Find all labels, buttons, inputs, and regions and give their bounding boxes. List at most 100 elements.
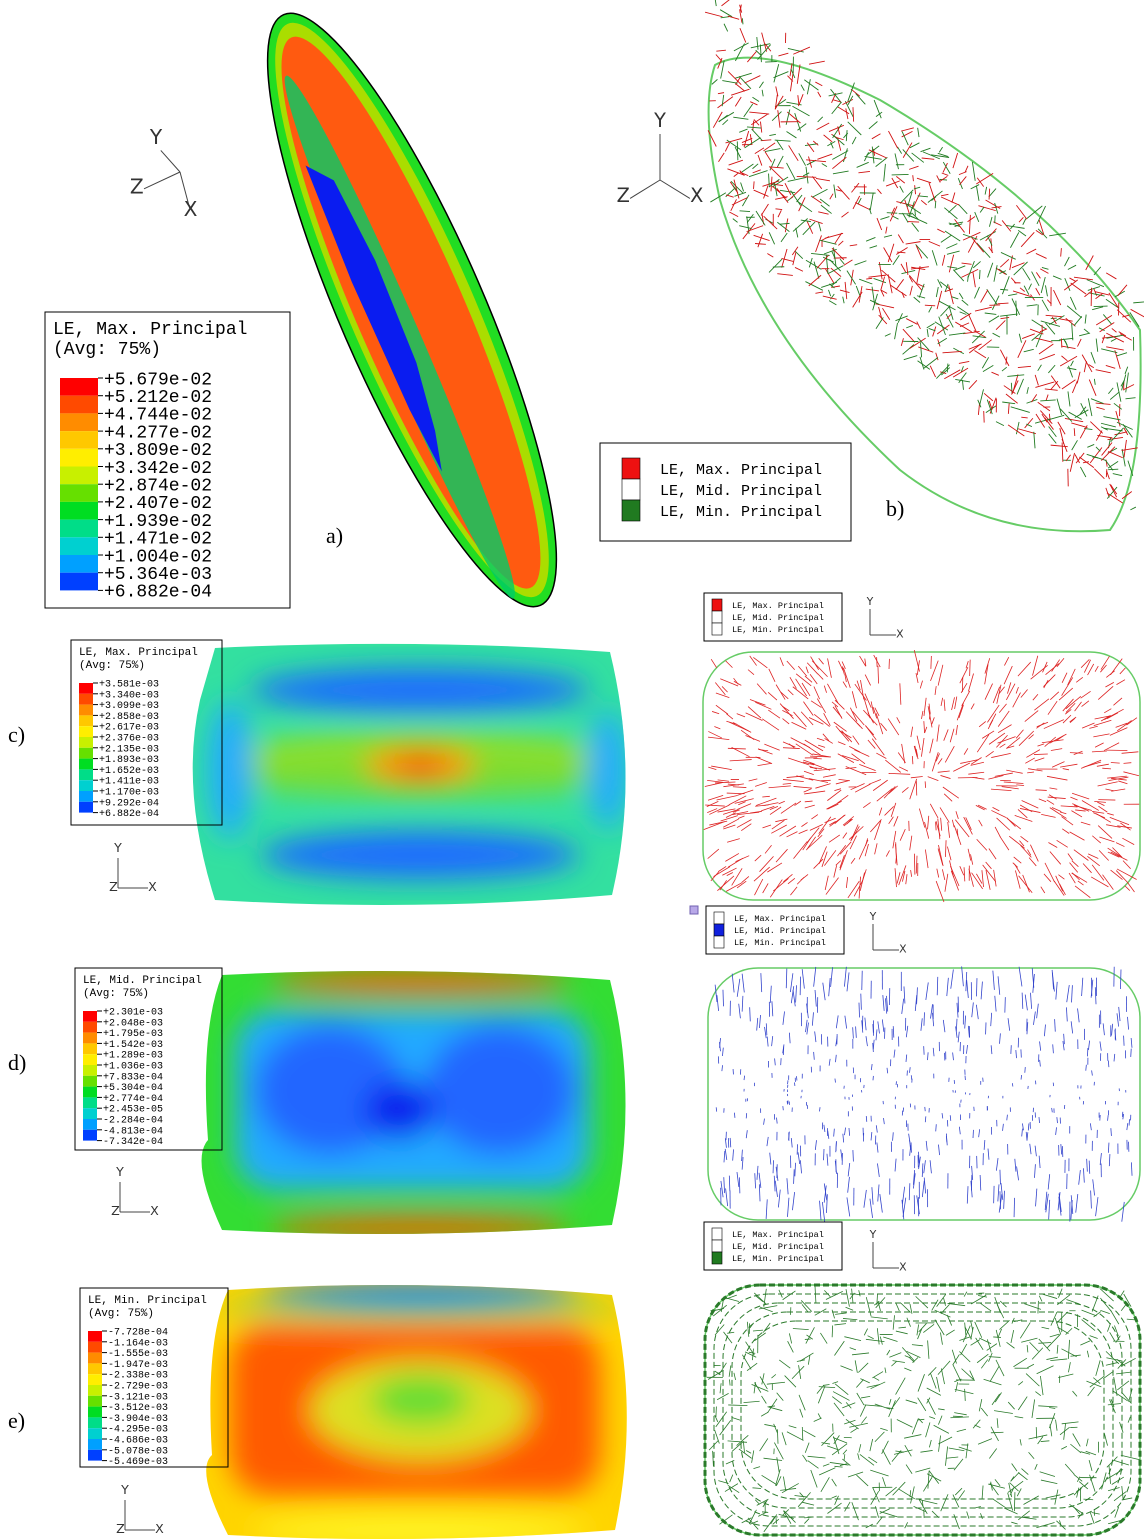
vector [946, 363, 949, 373]
vector [909, 1490, 912, 1498]
vector [999, 1191, 1001, 1210]
vector [752, 169, 761, 174]
vector [870, 1490, 880, 1505]
contour-a [266, 12, 558, 608]
legend-box [703, 1221, 843, 1271]
vector [1060, 805, 1078, 808]
vector [801, 1304, 809, 1313]
vector [1044, 388, 1058, 391]
vector [1010, 223, 1015, 230]
vector [1051, 761, 1065, 768]
legend-tick-label: +6.882e-04 [99, 809, 159, 820]
vector [1108, 1154, 1111, 1167]
legend-title: LE, Max. Principal [53, 320, 247, 340]
triad-label: Y [115, 1164, 124, 1179]
vector [726, 713, 734, 720]
vector [1038, 343, 1054, 355]
vector [749, 111, 770, 115]
vector [852, 1150, 854, 1162]
vector [747, 1517, 759, 1530]
vector [1115, 842, 1125, 847]
vector [1003, 781, 1024, 784]
vector [1073, 276, 1094, 281]
vector [788, 757, 810, 766]
vector [1018, 1510, 1030, 1521]
vector [818, 1467, 836, 1476]
vector [1072, 1390, 1078, 1397]
vector [1090, 398, 1104, 405]
vector [959, 865, 965, 876]
vector [810, 1469, 818, 1488]
vector [942, 786, 960, 799]
vector [728, 1365, 732, 1377]
legend-tick-label: +1.170e-03 [99, 788, 159, 799]
vector [800, 1160, 802, 1174]
vector [974, 350, 987, 359]
vector [875, 157, 888, 167]
vector [1070, 360, 1074, 367]
vector [1126, 1318, 1136, 1321]
vector [733, 677, 739, 685]
vector [787, 1341, 794, 1353]
vector [948, 332, 966, 336]
vector [1097, 781, 1118, 787]
vector [767, 1398, 778, 1414]
vector [1019, 804, 1033, 813]
vector [790, 986, 795, 1004]
vector [927, 815, 930, 830]
vector [1059, 318, 1073, 322]
vector [931, 196, 937, 202]
vector [918, 1323, 927, 1333]
vector [989, 1365, 1000, 1382]
legend-swatch [88, 1406, 102, 1418]
vector [849, 1422, 868, 1428]
vector [1107, 1403, 1122, 1406]
vector [777, 1189, 781, 1208]
vector [959, 176, 967, 186]
vector [768, 785, 791, 789]
vector [995, 1359, 1005, 1377]
vector [789, 973, 794, 993]
vector [906, 1350, 921, 1358]
vector [777, 210, 782, 218]
vector [795, 678, 807, 697]
vector [1094, 468, 1105, 479]
vector [746, 213, 754, 223]
vector [1086, 279, 1105, 288]
vector [902, 142, 913, 158]
vector [844, 966, 847, 987]
vector [909, 337, 926, 349]
vector [1077, 338, 1082, 347]
vector [781, 1432, 787, 1446]
vector [940, 775, 951, 779]
vector [1119, 333, 1132, 341]
vector [984, 186, 988, 195]
vector [866, 1384, 880, 1388]
vector [967, 275, 969, 282]
vector [1086, 1438, 1089, 1447]
vector [914, 995, 918, 1012]
vector [959, 666, 969, 684]
vector [976, 873, 983, 884]
vector [1102, 1370, 1114, 1380]
vector [999, 743, 1006, 748]
vector [854, 783, 871, 793]
vector [1044, 417, 1054, 430]
vector [834, 788, 842, 792]
vector [974, 306, 992, 312]
vector [986, 1343, 998, 1351]
vector [888, 1400, 896, 1418]
vector [892, 1132, 894, 1141]
vector [714, 1430, 720, 1444]
vector [985, 870, 991, 890]
vector [1102, 314, 1112, 325]
vector [752, 120, 755, 131]
vector [1038, 798, 1047, 803]
vector [1077, 1008, 1080, 1023]
vector [796, 876, 805, 885]
vector [898, 766, 909, 772]
legend-subtitle: (Avg: 75%) [88, 1308, 154, 1320]
vector [802, 761, 815, 766]
vector [787, 111, 801, 124]
vector [896, 251, 906, 254]
